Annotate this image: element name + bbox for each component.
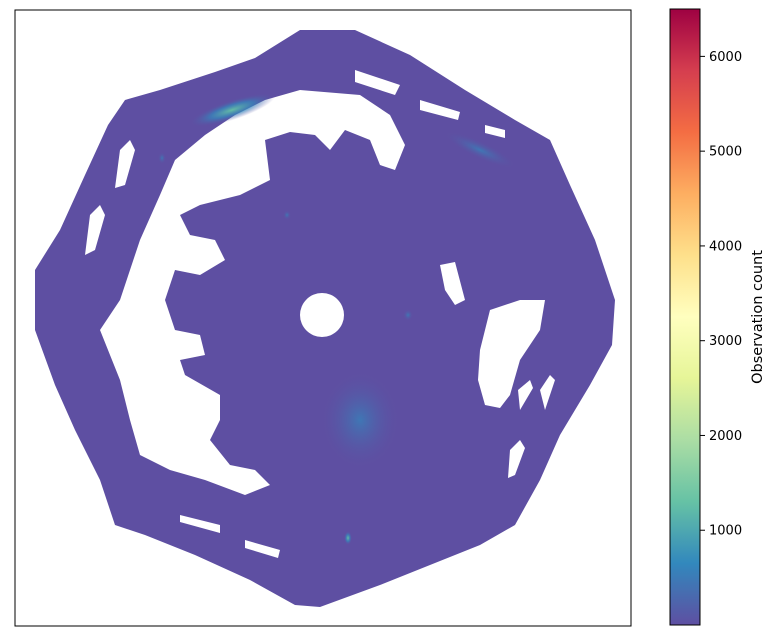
plot-frame (14, 9, 632, 627)
hotspot-upper-right-arc (443, 131, 517, 169)
hotspot-upper-left-arc (189, 93, 275, 127)
colorbar-tick-label: 4000 (709, 239, 742, 254)
plot-area (14, 9, 632, 627)
heatmap-cells (35, 30, 615, 607)
hotspot-center-lower (320, 370, 400, 470)
hotspot-small-2 (158, 152, 166, 164)
colorbar-ticks: 1000 2000 3000 4000 5000 6000 (700, 50, 742, 539)
colorbar: 1000 2000 3000 4000 5000 6000 Observation cou… (669, 8, 766, 626)
hotspot-small-1 (283, 210, 291, 220)
colorbar-tick-label: 1000 (709, 524, 742, 539)
colorbar-tick-label: 6000 (709, 50, 742, 65)
coverage-footprint (35, 30, 615, 607)
colorbar-label: Observation count (750, 250, 766, 384)
colorbar-tick-label: 2000 (709, 429, 742, 444)
hotspot-small-3 (403, 309, 413, 321)
hotspot-lower-spot (344, 531, 352, 545)
colorbar-tick-label: 3000 (709, 334, 742, 349)
colorbar-fill (670, 9, 700, 625)
colorbar-tick-label: 5000 (709, 145, 742, 160)
colorbar-frame (669, 8, 701, 626)
